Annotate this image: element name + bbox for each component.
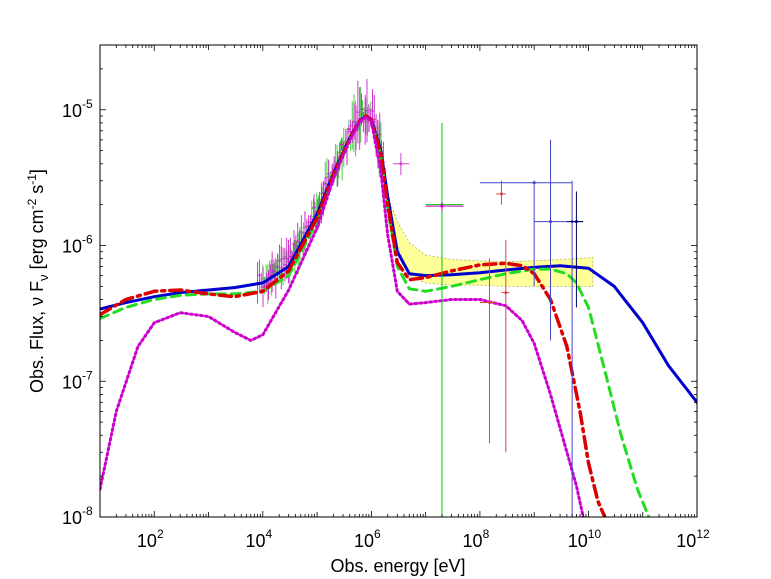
data-marker [500,192,504,196]
tick-base: 10 [245,531,265,551]
plot-area [100,78,697,517]
data-marker [504,291,508,295]
x-axis-label: Obs. energy [eV] [330,556,465,576]
data-marker [440,204,444,208]
data-point-10 [566,191,584,308]
tick-base: 10 [62,101,82,121]
tick-exponent: 6 [374,527,381,541]
data-point-7 [479,180,573,287]
y-tick-label: 10-5 [62,97,93,121]
data-marker [574,220,578,224]
data-point-3 [392,153,410,176]
tick-exponent: 4 [265,527,272,541]
x-tick-label: 1010 [568,527,602,551]
tick-base: 10 [62,372,82,392]
data-point-1 [425,122,464,517]
y-tick-label: 10-7 [62,368,93,392]
y-label-units: [erg cm [27,209,47,274]
x-tick-label: 108 [463,527,490,551]
tick-base: 10 [568,531,588,551]
data-marker [532,181,536,185]
y-label-sup1: -2 [25,198,39,209]
y-label-close: ] [27,169,47,174]
data-point-9 [560,180,584,517]
x-tick-label: 1012 [676,527,710,551]
uncertainty-band [380,180,594,287]
y-tick-label: 10-8 [62,504,93,528]
data-point-5 [496,180,506,205]
tick-exponent: 2 [157,527,164,541]
x-tick-label: 104 [245,527,272,551]
x-tick-label: 102 [137,527,164,551]
data-point-8 [534,139,561,341]
data-marker [399,162,403,166]
axis-ticks [99,45,698,518]
tick-exponent: -6 [82,233,93,247]
tick-exponent: -8 [82,504,93,518]
y-axis-label: Obs. Flux, ν Fν [erg cm-2 s-1] [25,169,51,393]
tick-exponent: -5 [82,97,93,111]
tick-base: 10 [354,531,374,551]
tick-base: 10 [676,531,696,551]
data-marker [549,220,553,224]
data-point-2 [425,201,464,211]
series-magenta-dotted-line [100,115,585,517]
y-label-s: s [27,185,47,199]
y-tick-label: 10-6 [62,233,93,257]
tick-exponent: -7 [82,368,93,382]
tick-base: 10 [62,237,82,257]
tick-exponent: 12 [696,527,710,541]
x-tick-label: 106 [354,527,381,551]
tick-base: 10 [137,531,157,551]
y-label-sup2: -1 [25,174,39,185]
series-green-dashed-line [100,114,651,517]
data-marker [487,301,491,305]
plot-frame [99,44,698,518]
tick-base: 10 [463,531,483,551]
data-point-4 [479,258,497,444]
y-label-main: Obs. Flux, ν F [27,281,47,393]
y-label-nu-sub: ν [36,274,51,281]
tick-base: 10 [62,508,82,528]
tick-exponent: 10 [588,527,602,541]
data-point-6 [501,239,510,453]
tick-exponent: 8 [483,527,490,541]
series-red-dashdot-line [100,114,607,517]
